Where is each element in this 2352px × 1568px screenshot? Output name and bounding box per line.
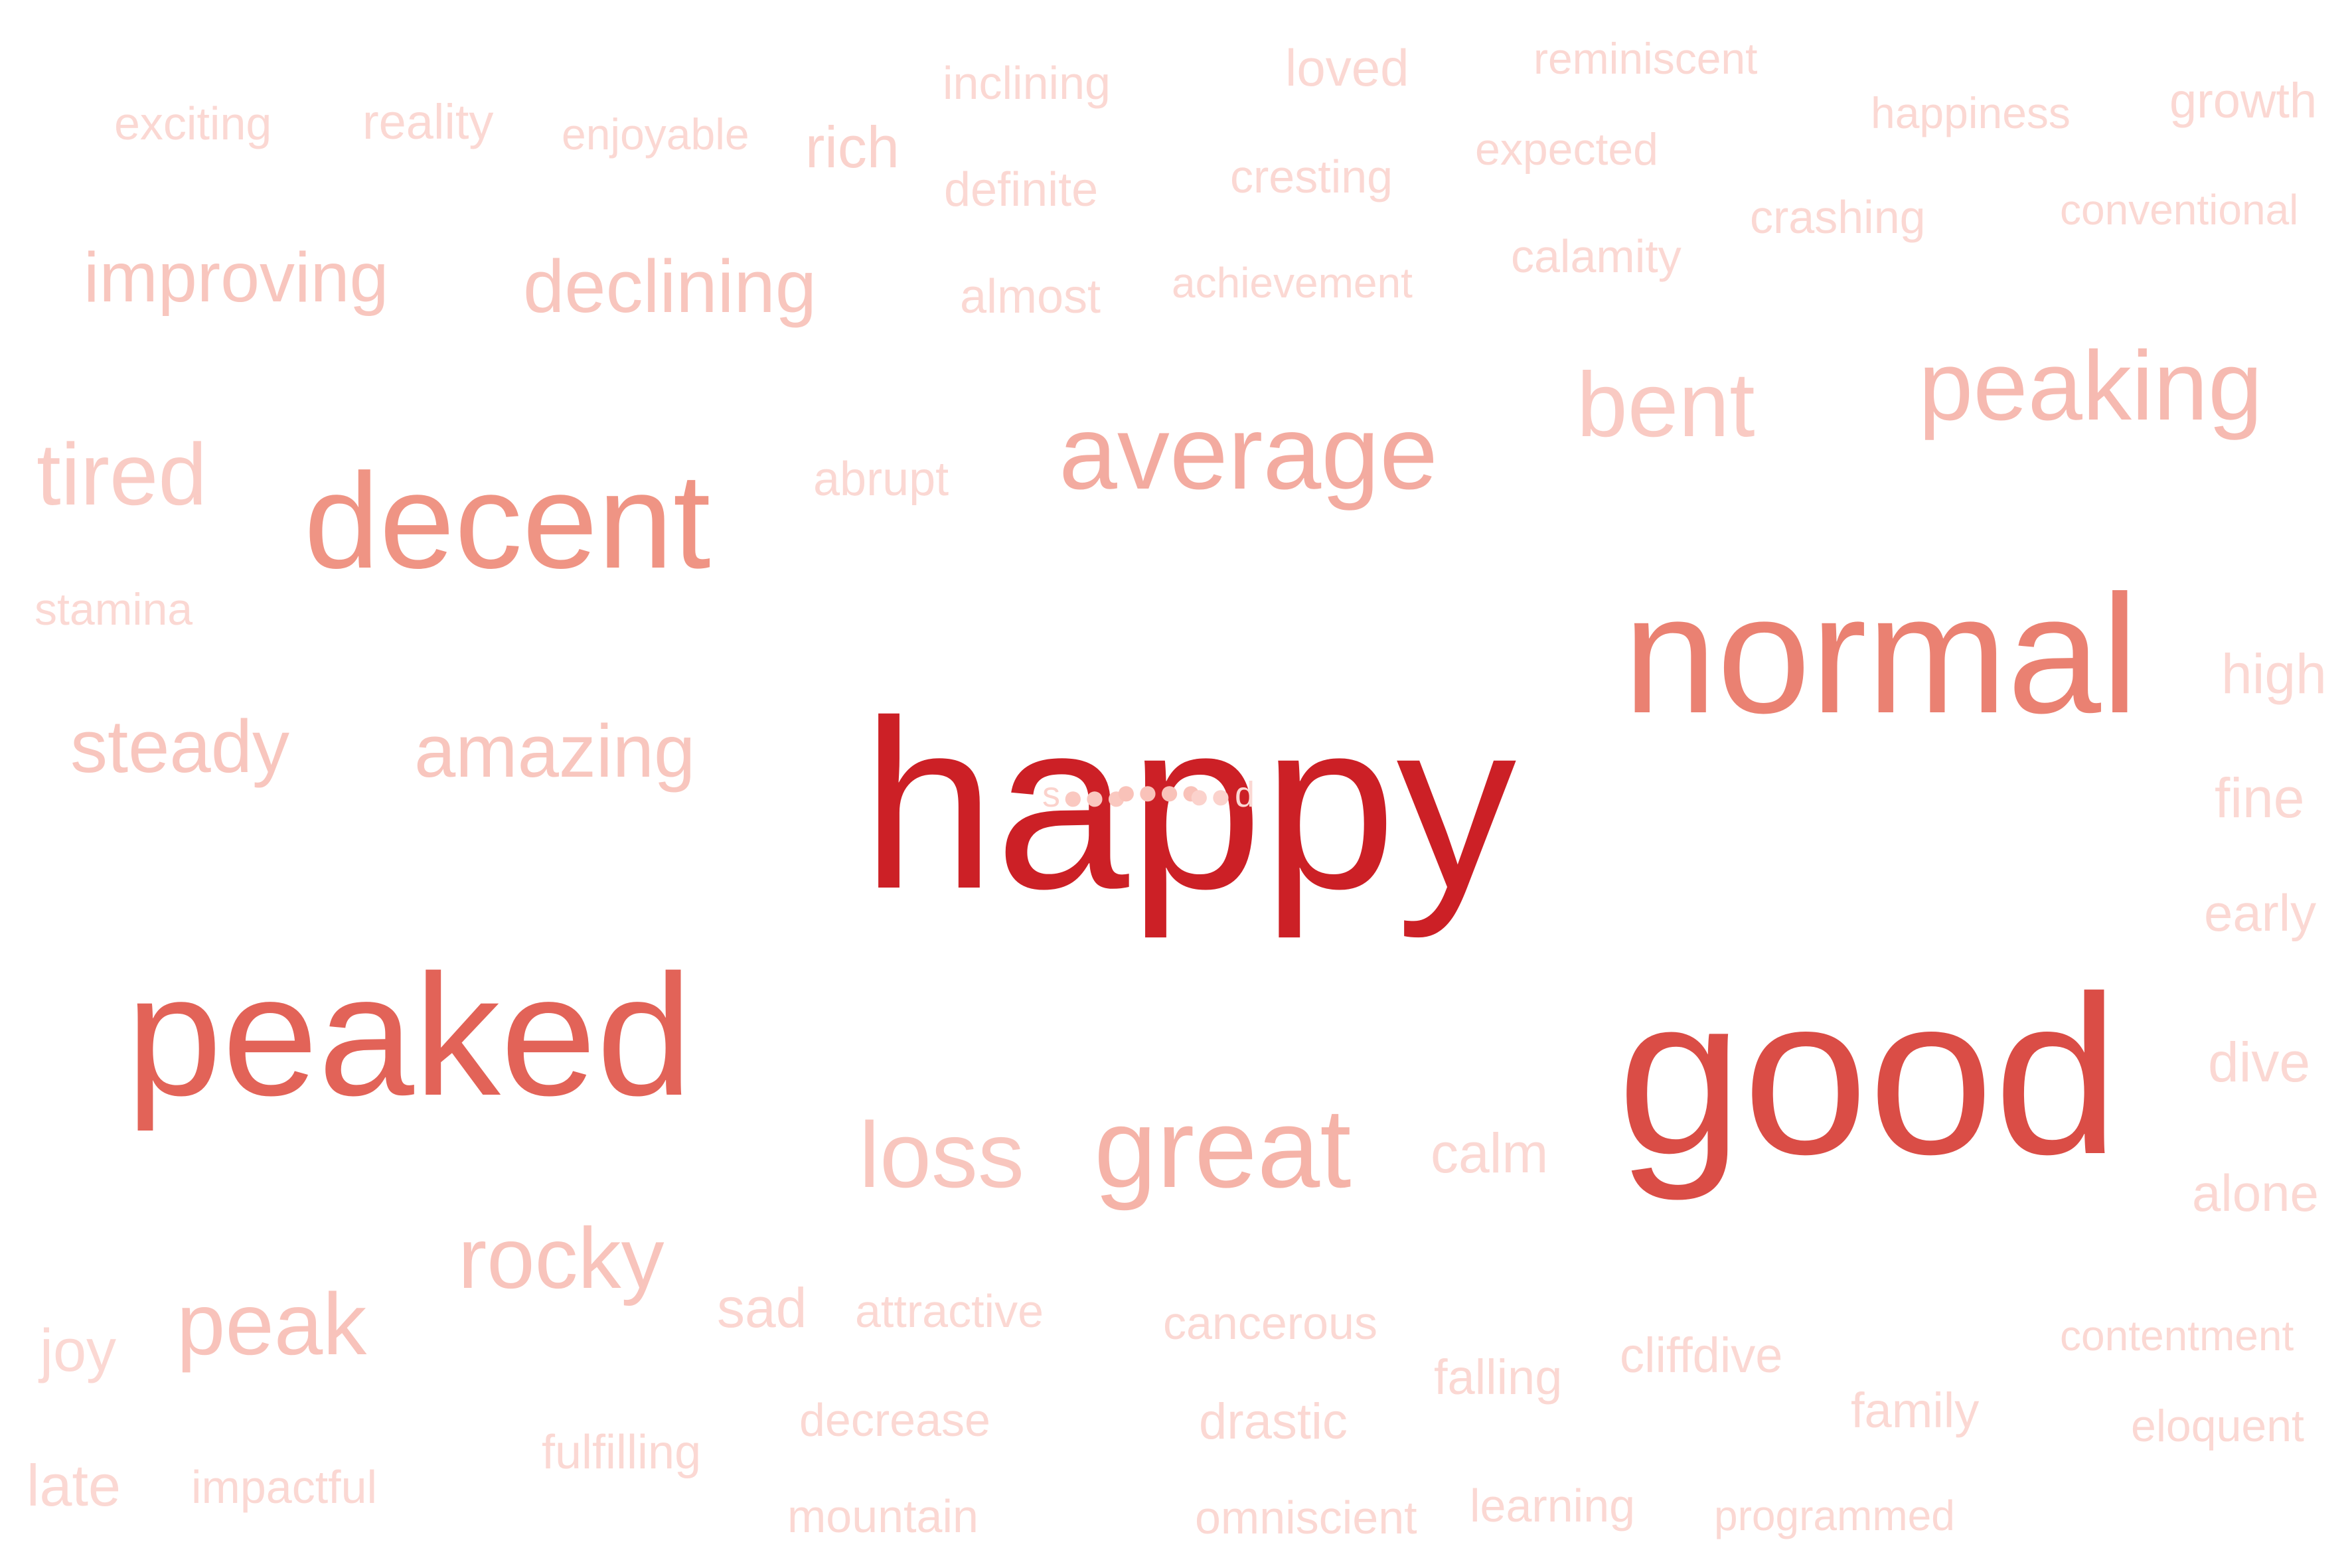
- word-good: good: [1617, 949, 2120, 1202]
- word-conventional: conventional: [2060, 186, 2299, 234]
- word-happiness: happiness: [1871, 88, 2071, 137]
- word-programmed: programmed: [1714, 1492, 1955, 1539]
- word-fulfilling: fulfilling: [542, 1426, 702, 1479]
- word-sad: sad: [717, 1277, 807, 1339]
- word-calm: calm: [1431, 1122, 1549, 1184]
- word-abrupt: abrupt: [813, 453, 949, 506]
- word-stamina: stamina: [35, 584, 193, 635]
- word-peak: peak: [177, 1275, 367, 1373]
- word-rocky: rocky: [458, 1210, 665, 1306]
- word-late: late: [27, 1452, 121, 1518]
- word-eloquent: eloquent: [2131, 1401, 2304, 1451]
- word-reminiscent: reminiscent: [1533, 34, 1758, 83]
- word-growth: growth: [2169, 73, 2317, 128]
- word-bent: bent: [1577, 354, 1755, 456]
- word-rich: rich: [805, 114, 900, 180]
- word-happy: happy: [862, 670, 1517, 939]
- word-drastic: drastic: [1199, 1393, 1348, 1450]
- word-falling: falling: [1434, 1350, 1563, 1405]
- word-fine: fine: [2215, 767, 2305, 829]
- word-loss: loss: [859, 1103, 1024, 1207]
- word-average: average: [1059, 394, 1438, 511]
- word-achievement: achievement: [1172, 259, 1413, 307]
- word-tired: tired: [37, 426, 207, 523]
- word-declining: declining: [523, 245, 817, 328]
- word-loved: loved: [1285, 39, 1409, 97]
- word-early: early: [2204, 884, 2317, 942]
- word-alone: alone: [2192, 1164, 2319, 1222]
- word-almost: almost: [960, 270, 1101, 323]
- word-impactful: impactful: [191, 1461, 378, 1513]
- word-reality: reality: [362, 94, 494, 149]
- word-learning: learning: [1470, 1480, 1636, 1531]
- word-peaking: peaking: [1919, 331, 2263, 441]
- word-dive: dive: [2208, 1031, 2311, 1093]
- word-omniscient: omniscient: [1195, 1492, 1417, 1543]
- word-expected: expected: [1475, 124, 1658, 175]
- word-steady: steady: [70, 705, 289, 788]
- word-improving: improving: [84, 238, 389, 317]
- word-attractive: attractive: [855, 1285, 1044, 1337]
- word-exciting: exciting: [114, 98, 272, 149]
- word-crashing: crashing: [1750, 191, 1926, 243]
- word-cancerous: cancerous: [1163, 1297, 1377, 1349]
- word-calamity: calamity: [1511, 230, 1682, 282]
- word-enjoyable: enjoyable: [562, 110, 749, 159]
- word-great: great: [1094, 1085, 1352, 1212]
- word-family: family: [1851, 1383, 1980, 1438]
- word-decrease: decrease: [799, 1394, 990, 1446]
- word-high: high: [2221, 643, 2327, 705]
- word-cresting: cresting: [1230, 151, 1393, 202]
- overlapping-small-words: s ●●● ●●●● ●● d: [1042, 772, 1255, 817]
- word-inclining: inclining: [943, 57, 1111, 109]
- word-contentment: contentment: [2060, 1312, 2294, 1360]
- word-cliffdive: cliffdive: [1620, 1328, 1783, 1383]
- word-decent: decent: [304, 445, 711, 597]
- word-definite: definite: [944, 163, 1099, 216]
- word-peaked: peaked: [126, 939, 692, 1132]
- word-mountain: mountain: [787, 1490, 979, 1542]
- word-normal: normal: [1623, 560, 2139, 748]
- word-joy: joy: [40, 1318, 117, 1384]
- word-amazing: amazing: [414, 710, 696, 793]
